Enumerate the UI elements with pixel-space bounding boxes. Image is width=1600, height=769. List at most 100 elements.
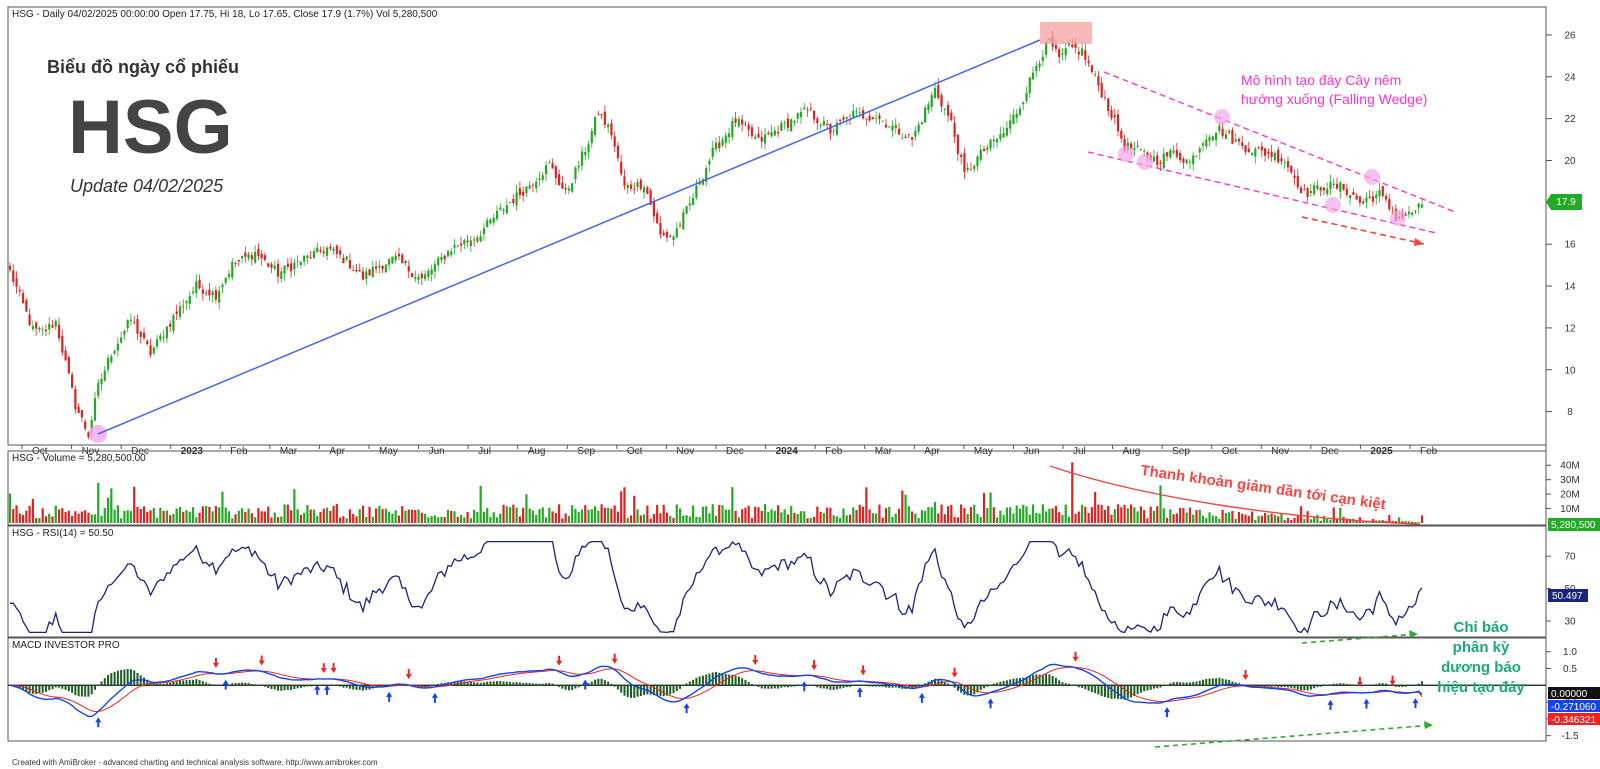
candle-body (806, 109, 809, 111)
macd-histogram-bar (871, 685, 874, 687)
macd-histogram-bar (463, 681, 466, 686)
volume-bar (541, 507, 544, 523)
candle-body (1058, 49, 1061, 57)
macd-histogram-bar (760, 685, 763, 689)
price-tick-label: 16 (1564, 240, 1576, 251)
macd-histogram-bar (1224, 679, 1227, 686)
candle-body (306, 255, 309, 258)
macd-histogram-bar (891, 685, 894, 688)
macd-histogram-bar (636, 685, 639, 697)
candle-body (1041, 56, 1044, 61)
volume-bar (1084, 506, 1087, 523)
macd-histogram-bar (1064, 683, 1067, 686)
candle-body (744, 123, 747, 125)
volume-bar (616, 511, 620, 523)
volume-value: 5,280,500 (1551, 520, 1596, 531)
candle-body (1009, 120, 1012, 129)
macd-histogram-bar (417, 685, 420, 688)
macd-histogram-bar (1045, 674, 1048, 686)
macd-histogram-bar (1381, 683, 1384, 686)
macd-histogram-bar (868, 685, 871, 687)
volume-bar (1401, 521, 1404, 523)
candle-body (84, 421, 87, 429)
macd-histogram-bar (950, 685, 953, 686)
macd-histogram-bar (1267, 685, 1270, 687)
macd-histogram-bar (479, 682, 482, 686)
candle-body (41, 329, 44, 331)
candle-body (221, 284, 224, 288)
volume-bar (682, 515, 685, 523)
macd-histogram-bar (1313, 685, 1316, 689)
candle-body (1224, 134, 1227, 139)
macd-histogram-bar (77, 685, 80, 697)
volume-bar (178, 506, 182, 523)
macd-histogram-bar (234, 682, 237, 686)
volume-bar (1179, 507, 1182, 523)
candle-body (247, 254, 250, 259)
candle-body (826, 123, 829, 126)
candle-body (257, 248, 260, 257)
macd-histogram-bar (1120, 685, 1123, 700)
candle-body (1250, 153, 1254, 155)
candle-body (146, 340, 149, 345)
candle-body (1234, 139, 1237, 142)
macd-histogram-bar (656, 685, 659, 696)
candle-body (1319, 187, 1322, 191)
volume-bar (646, 505, 649, 523)
macd-histogram-bar (1280, 685, 1283, 688)
volume-bar (1201, 515, 1205, 523)
candle-body (1159, 162, 1162, 164)
candle-body (613, 136, 616, 147)
candle-body (1182, 158, 1185, 163)
candle-body (937, 85, 940, 98)
candle-body (374, 266, 378, 269)
macd-histogram-bar (577, 685, 580, 688)
candle-body (538, 178, 541, 180)
macd-histogram-bar (440, 683, 443, 686)
volume-bar (1120, 507, 1123, 523)
macd-histogram-bar (603, 680, 606, 686)
candle-body (548, 162, 551, 164)
candle-body (244, 252, 247, 257)
candle-body (1107, 98, 1110, 112)
macd-histogram-bar (87, 685, 90, 697)
volume-bar (1087, 512, 1090, 523)
macd-histogram-bar (489, 681, 492, 686)
candle-body (721, 139, 724, 146)
macd-histogram-bar (509, 681, 512, 686)
macd-histogram-bar (989, 684, 992, 686)
candle-body (155, 339, 159, 347)
candle-body (1296, 175, 1299, 188)
date-tick-label: Dec (1321, 446, 1339, 457)
candle-body (1208, 137, 1211, 141)
candle-body (149, 345, 152, 356)
macd-tick-label: -1.5 (1561, 731, 1579, 742)
candle-body (878, 115, 881, 119)
volume-bar (1198, 509, 1201, 523)
volume-bar (188, 511, 191, 523)
macd-histogram-bar (744, 679, 747, 686)
macd-histogram-bar (306, 685, 309, 687)
macd-histogram-bar (548, 682, 551, 686)
candle-body (296, 260, 299, 262)
volume-bar (12, 508, 15, 523)
candle-body (224, 277, 227, 283)
candle-body (1005, 127, 1008, 136)
macd-histogram-bar (290, 685, 293, 690)
date-tick-label: Jun (1023, 446, 1039, 457)
macd-histogram-bar (878, 685, 881, 687)
volume-bar (446, 509, 450, 523)
macd-histogram-bar (172, 681, 175, 686)
volume-bar (940, 504, 943, 523)
volume-bar (476, 511, 479, 523)
macd-histogram-bar (218, 685, 221, 686)
macd-histogram-bar (839, 685, 842, 689)
candle-body (1290, 165, 1293, 173)
candle-body (522, 191, 525, 196)
candle-body (1375, 194, 1378, 198)
macd-note-3: dương báo (1441, 659, 1521, 676)
macd-histogram-bar (1038, 674, 1041, 686)
candle-body (688, 203, 691, 206)
volume-bar (254, 517, 257, 523)
volume-bar (482, 511, 486, 523)
